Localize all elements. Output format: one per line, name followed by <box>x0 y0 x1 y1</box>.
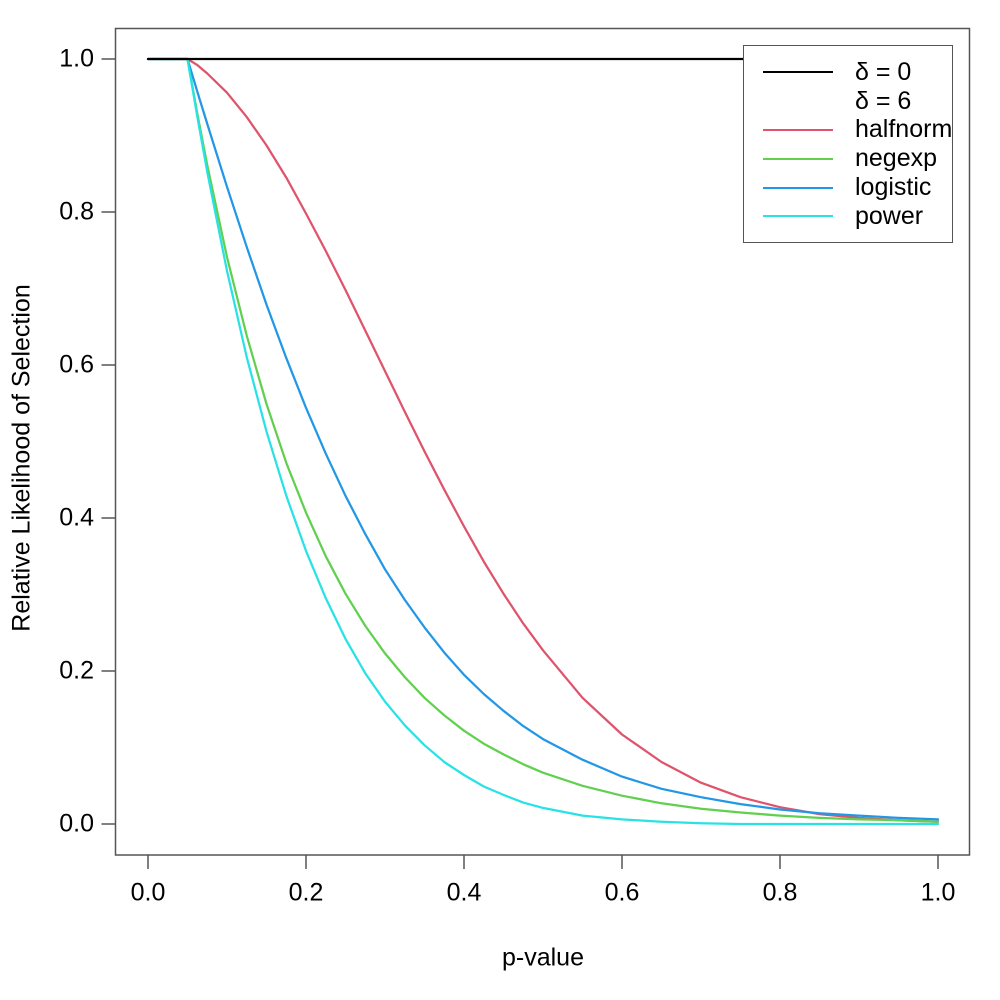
y-tick-label-0.0: 0.0 <box>59 809 94 838</box>
legend-label: δ = 6 <box>855 86 912 115</box>
x-tick-label-0.8: 0.8 <box>762 878 798 907</box>
legend-row-halfnorm: halfnorm <box>744 116 952 145</box>
legend-label: logistic <box>855 173 932 202</box>
legend-row-power: power <box>744 202 952 231</box>
legend-label: halfnorm <box>855 115 953 144</box>
x-tick-label-0.0: 0.0 <box>130 878 166 907</box>
x-tick-label-0.4: 0.4 <box>446 878 482 907</box>
legend-label: δ = 0 <box>855 57 912 86</box>
legend-line-sample <box>763 215 833 218</box>
legend-line-sample <box>763 157 833 160</box>
x-tick-label-0.2: 0.2 <box>288 878 324 907</box>
legend-row--0: δ = 0 <box>744 58 952 87</box>
legend-line-sample <box>763 128 833 131</box>
curve-logistic <box>146 57 940 821</box>
curve-halfnorm <box>146 57 940 823</box>
legend-row-negexp: negexp <box>744 144 952 173</box>
legend-label: negexp <box>855 144 938 173</box>
x-tick-label-1.0: 1.0 <box>920 878 956 907</box>
y-tick-label-1.0: 1.0 <box>59 44 94 73</box>
legend-label: power <box>855 201 924 230</box>
y-axis-title: Relative Likelihood of Selection <box>7 284 36 632</box>
legend-line-sample <box>763 71 833 74</box>
legend-line-sample <box>763 186 833 189</box>
y-tick-label-0.4: 0.4 <box>59 503 94 532</box>
y-tick-label-0.6: 0.6 <box>59 350 94 379</box>
plot-box <box>114 27 971 856</box>
legend-row--6: δ = 6 <box>744 87 952 116</box>
x-tick-label-0.6: 0.6 <box>604 878 640 907</box>
curve-negexp <box>146 57 940 823</box>
legend-row-logistic: logistic <box>744 173 952 202</box>
y-tick-label-0.2: 0.2 <box>59 656 94 685</box>
y-tick-label-0.8: 0.8 <box>59 197 94 226</box>
curve-power <box>146 57 940 826</box>
x-axis-title: p-value <box>502 943 584 972</box>
